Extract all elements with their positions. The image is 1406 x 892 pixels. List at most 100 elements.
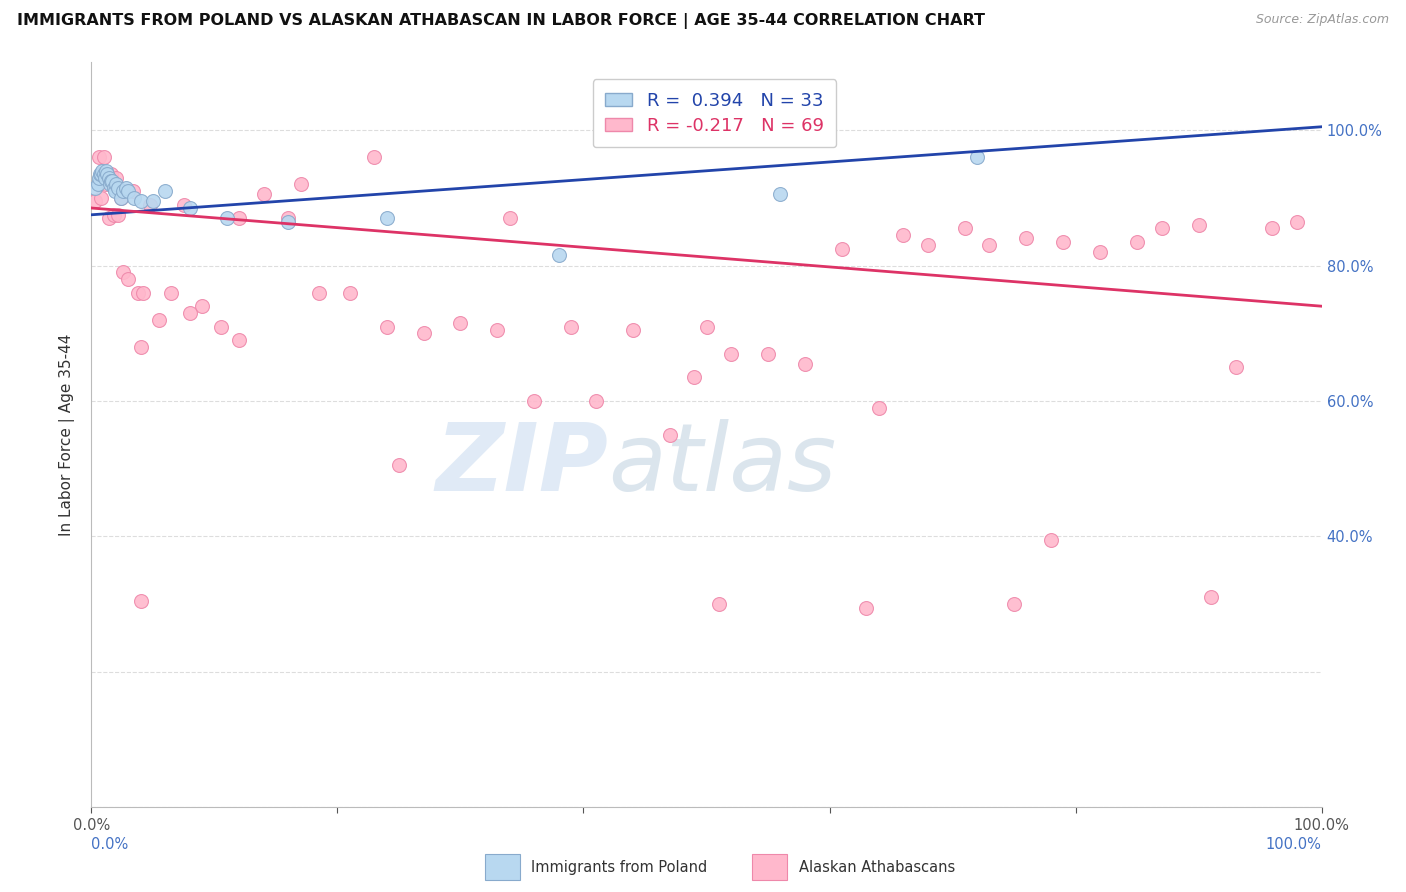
- Point: [1187, 218, 1209, 232]
- Point: [86, 178, 108, 192]
- Point: [498, 211, 520, 226]
- Point: [1126, 235, 1149, 249]
- Point: [720, 346, 742, 360]
- Point: [966, 150, 988, 164]
- Point: [91, 163, 114, 178]
- Point: [953, 221, 976, 235]
- Point: [117, 184, 139, 198]
- Point: [179, 201, 201, 215]
- Point: [122, 184, 145, 198]
- Point: [100, 167, 122, 181]
- Point: [339, 285, 361, 300]
- Point: [917, 238, 939, 252]
- Point: [979, 238, 1001, 252]
- Point: [388, 458, 411, 473]
- Point: [707, 597, 730, 611]
- FancyBboxPatch shape: [752, 854, 787, 880]
- Point: [160, 285, 183, 300]
- Point: [114, 180, 138, 194]
- Point: [375, 211, 398, 226]
- Point: [153, 184, 177, 198]
- Point: [683, 370, 706, 384]
- Point: [112, 184, 135, 198]
- Point: [277, 214, 299, 228]
- Point: [110, 191, 132, 205]
- Point: [209, 319, 232, 334]
- Point: [585, 394, 607, 409]
- Point: [1150, 221, 1173, 235]
- Point: [117, 272, 139, 286]
- Point: [1261, 221, 1284, 235]
- Text: 0.0%: 0.0%: [91, 837, 128, 852]
- Text: Alaskan Athabascans: Alaskan Athabascans: [799, 860, 955, 874]
- Point: [1285, 214, 1308, 228]
- Text: Source: ZipAtlas.com: Source: ZipAtlas.com: [1256, 13, 1389, 27]
- Point: [228, 333, 250, 347]
- Point: [363, 150, 385, 164]
- Text: atlas: atlas: [607, 419, 837, 510]
- FancyBboxPatch shape: [485, 854, 520, 880]
- Point: [1225, 360, 1247, 375]
- Point: [93, 167, 115, 181]
- Point: [105, 170, 127, 185]
- Point: [87, 150, 110, 164]
- Point: [84, 194, 107, 209]
- Text: Immigrants from Poland: Immigrants from Poland: [531, 860, 707, 874]
- Point: [107, 208, 129, 222]
- Point: [132, 285, 155, 300]
- Point: [891, 228, 914, 243]
- Point: [1015, 231, 1038, 245]
- Point: [96, 167, 118, 181]
- Point: [124, 191, 146, 205]
- Point: [215, 211, 238, 226]
- Point: [1052, 235, 1074, 249]
- Point: [148, 312, 170, 326]
- Point: [97, 170, 120, 185]
- Point: [93, 150, 115, 164]
- Point: [695, 319, 717, 334]
- Point: [129, 340, 152, 354]
- Point: [228, 211, 250, 226]
- Point: [89, 167, 111, 181]
- Point: [94, 170, 117, 185]
- Point: [96, 163, 117, 178]
- Point: [868, 401, 890, 415]
- Point: [112, 265, 135, 279]
- Point: [84, 180, 107, 194]
- Point: [100, 174, 122, 188]
- Point: [560, 319, 582, 334]
- Text: 100.0%: 100.0%: [1265, 837, 1322, 852]
- Point: [107, 180, 129, 194]
- Point: [97, 211, 120, 226]
- Point: [90, 167, 112, 181]
- Text: ZIP: ZIP: [436, 418, 607, 510]
- Point: [290, 178, 312, 192]
- Point: [621, 323, 644, 337]
- Point: [105, 178, 127, 192]
- Point: [756, 346, 779, 360]
- Point: [129, 194, 152, 209]
- Legend: R =  0.394   N = 33, R = -0.217   N = 69: R = 0.394 N = 33, R = -0.217 N = 69: [592, 78, 837, 147]
- Point: [308, 285, 330, 300]
- Point: [103, 208, 125, 222]
- Point: [1199, 591, 1222, 605]
- Point: [831, 242, 853, 256]
- Point: [486, 323, 509, 337]
- Point: [855, 600, 877, 615]
- Point: [179, 306, 201, 320]
- Point: [277, 211, 299, 226]
- Point: [793, 357, 815, 371]
- Point: [103, 180, 125, 194]
- Point: [1088, 245, 1111, 260]
- Point: [110, 191, 132, 205]
- Point: [547, 248, 569, 262]
- Point: [375, 319, 398, 334]
- Text: IMMIGRANTS FROM POLAND VS ALASKAN ATHABASCAN IN LABOR FORCE | AGE 35-44 CORRELAT: IMMIGRANTS FROM POLAND VS ALASKAN ATHABA…: [17, 13, 984, 29]
- Y-axis label: In Labor Force | Age 35-44: In Labor Force | Age 35-44: [59, 334, 76, 536]
- Point: [173, 197, 195, 211]
- Point: [87, 170, 110, 185]
- Point: [101, 174, 124, 188]
- Point: [139, 197, 162, 211]
- Point: [142, 194, 165, 209]
- Point: [129, 593, 152, 607]
